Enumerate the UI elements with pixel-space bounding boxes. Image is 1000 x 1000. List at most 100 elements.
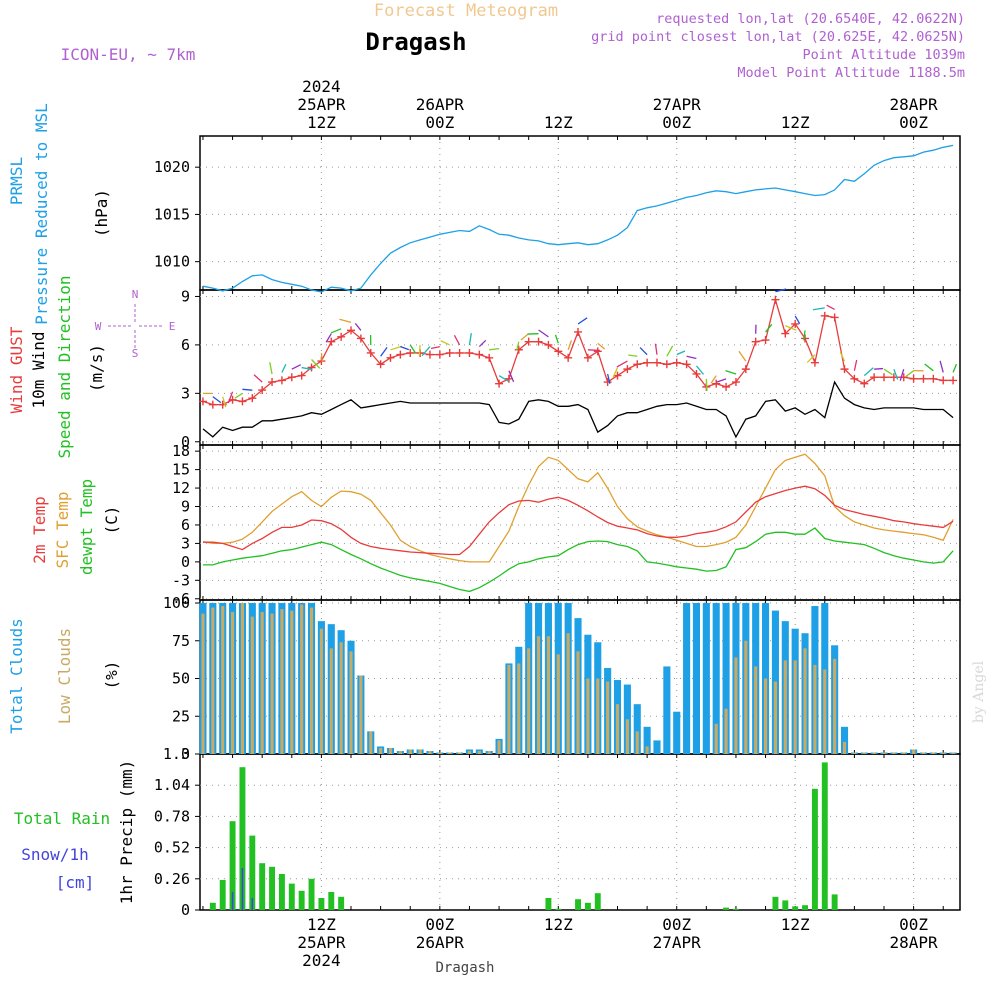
- bottom-time-label: 27APR: [653, 933, 702, 952]
- rain-bar: [328, 892, 335, 910]
- total-clouds-bar: [673, 711, 681, 754]
- low-clouds-bar: [230, 612, 235, 754]
- wind-dir-arrow: [222, 396, 227, 408]
- low-clouds-bar: [349, 651, 353, 754]
- low-clouds-bar: [912, 749, 916, 754]
- low-clouds-bar: [250, 616, 254, 754]
- rain-bar: [831, 894, 838, 910]
- wind-dir-arrow: [478, 339, 487, 348]
- gust-marker: [406, 348, 415, 357]
- bottom-time-label: 26APR: [416, 933, 465, 952]
- gust-marker: [682, 360, 691, 369]
- y-tick-label: 9: [181, 498, 190, 516]
- y-tick-label: 9: [181, 287, 190, 305]
- bottom-time-label: 00Z: [425, 915, 454, 934]
- low-clouds-bar: [862, 752, 866, 754]
- wind-dir-arrow: [301, 366, 313, 371]
- gust-marker: [810, 358, 819, 367]
- gust-marker: [208, 400, 217, 409]
- wind-dir-arrow: [440, 340, 450, 346]
- wind-dir-arrow: [227, 391, 234, 404]
- wind-dir-arrow: [686, 355, 697, 360]
- wind-dir-arrow: [803, 330, 806, 341]
- y-tick-label: 6: [181, 336, 190, 354]
- gust-marker: [672, 358, 681, 367]
- wind-dir-arrow: [654, 343, 658, 355]
- low-clouds-bar: [823, 669, 827, 754]
- gust-marker: [840, 365, 849, 374]
- gust-marker: [504, 374, 513, 383]
- low-clouds-bar: [941, 752, 945, 754]
- gust-marker: [425, 350, 434, 359]
- wind-dir-arrow: [705, 378, 708, 391]
- y-tick-label: 75: [172, 632, 190, 650]
- low-clouds-bar: [290, 610, 294, 754]
- low-clouds-bar: [487, 750, 491, 754]
- top-time-label: 28APR: [890, 95, 939, 114]
- y-tick-label: 1015: [154, 205, 190, 223]
- low-clouds-bar: [408, 749, 412, 754]
- y-tick-label: 0: [181, 745, 190, 763]
- gust-marker: [603, 378, 612, 387]
- gust-marker: [613, 371, 622, 380]
- wind-dir-arrow: [269, 362, 273, 375]
- rain-bar: [555, 908, 562, 910]
- top-time-label: 12Z: [781, 113, 810, 132]
- gust-marker: [633, 360, 642, 369]
- wind-dir-arrow: [939, 360, 944, 373]
- wind-dir-arrow: [639, 347, 648, 356]
- wind-dir-arrow: [418, 344, 421, 356]
- gust-marker: [455, 348, 464, 357]
- low-clouds-bar: [586, 678, 590, 754]
- gust-marker: [248, 394, 257, 403]
- total-clouds-bar: [683, 603, 691, 754]
- top-time-label: 27APR: [653, 95, 702, 114]
- gust-marker: [475, 350, 484, 359]
- wind-dir-arrow: [628, 354, 638, 357]
- location-title: Dragash: [365, 28, 466, 56]
- gust-marker: [554, 347, 563, 356]
- bottom-time-label: 00Z: [662, 915, 691, 934]
- pressure-label-1: PRMSL: [7, 157, 26, 205]
- low-clouds-bar: [369, 731, 373, 754]
- low-clouds-bar: [546, 636, 550, 754]
- low-clouds-bar: [527, 648, 531, 754]
- wind-dir-arrow: [212, 396, 222, 404]
- wind-dir-arrow: [725, 370, 737, 375]
- gust-marker: [623, 365, 632, 374]
- rain-bar: [811, 788, 818, 910]
- low-clouds-bar: [872, 752, 876, 754]
- low-clouds-bar: [467, 750, 472, 754]
- sfc-label: SFC Temp: [53, 491, 72, 568]
- compass-e: E: [169, 320, 176, 333]
- y-tick-label: 50: [172, 670, 190, 688]
- wind-dir-arrow: [325, 333, 332, 343]
- bottom-time-label: 00Z: [899, 915, 928, 934]
- low-clouds-bar: [635, 731, 639, 754]
- rain-bar: [792, 906, 799, 910]
- low-clouds-bar: [773, 681, 778, 754]
- gust-marker: [870, 373, 879, 382]
- wind-dir-arrow: [380, 346, 388, 357]
- y-tick-label: 1.04: [154, 776, 190, 794]
- low-clouds-bar: [398, 750, 402, 754]
- snow-bar: [241, 868, 244, 910]
- rain-bar: [298, 890, 305, 910]
- low-clouds-bar: [270, 613, 274, 754]
- low-clouds-label: Low Clouds: [55, 628, 74, 724]
- panel-frame-pressure: [199, 135, 961, 291]
- gust-marker: [258, 386, 267, 395]
- top-time-label: 2024: [302, 77, 341, 96]
- low-clouds-bar: [497, 740, 501, 754]
- gust-marker: [850, 374, 859, 383]
- total-clouds-bar: [762, 603, 770, 754]
- y-tick-label: 25: [172, 707, 190, 725]
- snow-bar: [251, 898, 254, 910]
- rain-bar: [723, 907, 730, 910]
- gust-marker: [574, 327, 583, 336]
- rain-bar: [732, 908, 739, 910]
- bottom-time-label: 12Z: [544, 915, 573, 934]
- wind-dir-arrow: [421, 346, 431, 357]
- footer-location: Dragash: [435, 960, 494, 976]
- rain-bar: [338, 896, 345, 910]
